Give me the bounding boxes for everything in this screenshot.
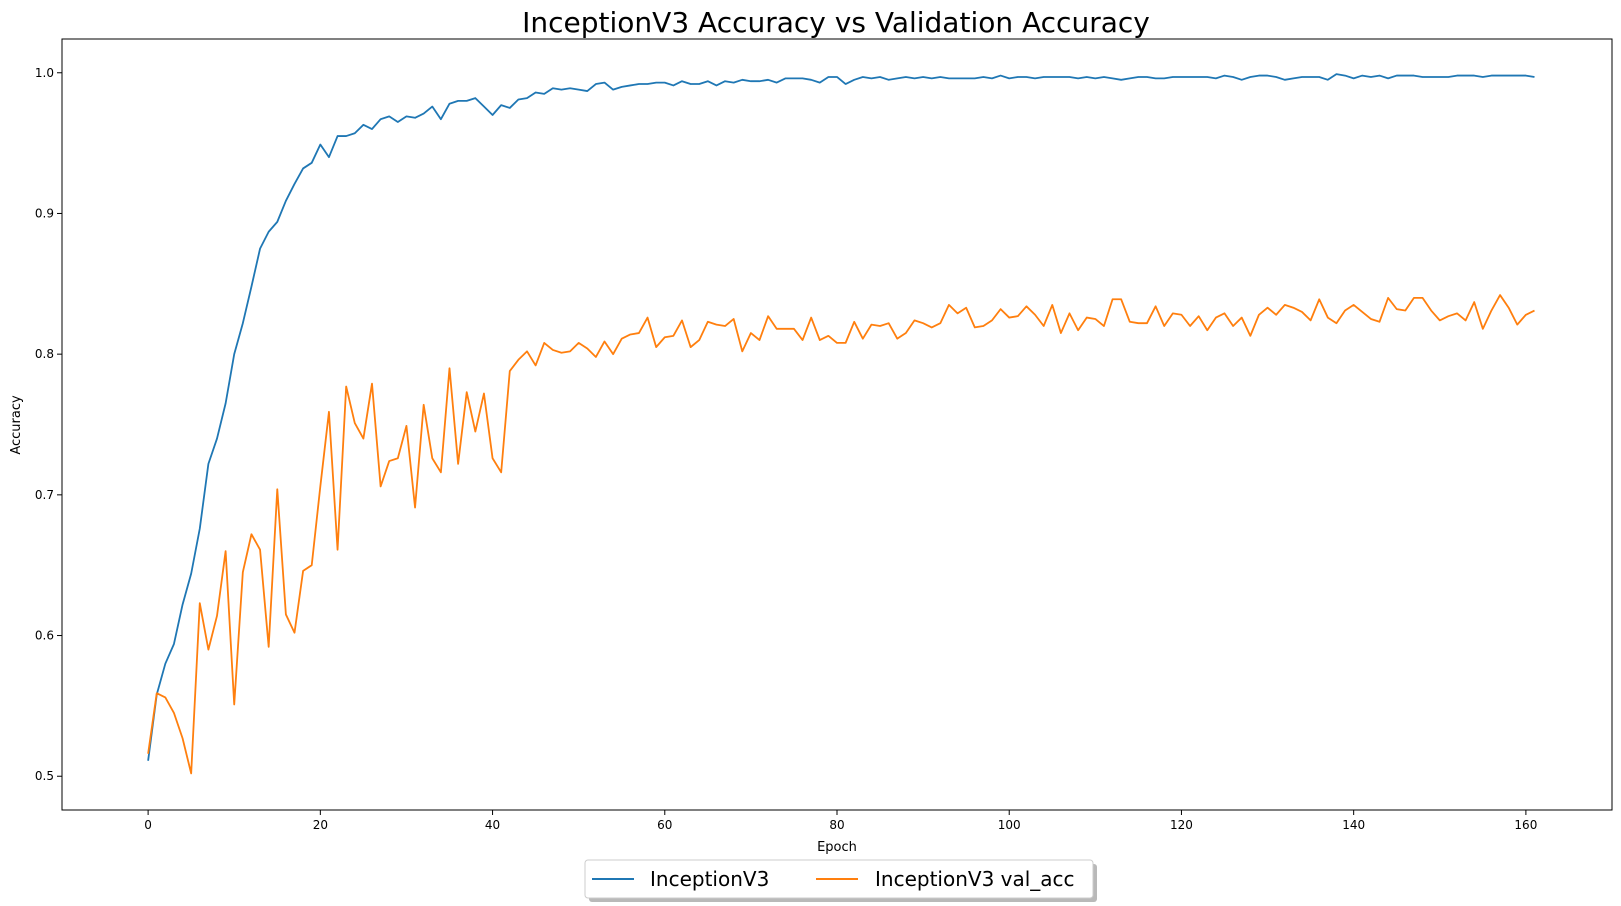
legend: InceptionV3 InceptionV3 val_acc [584,859,1097,902]
y-tick-label: 0.6 [35,629,54,643]
y-tick-label: 0.5 [35,769,54,783]
series-line-val-acc [147,294,1535,775]
plot-area-frame [61,38,1613,811]
x-tick-label: 0 [144,818,152,832]
y-tick-label: 0.8 [35,347,54,361]
x-axis-ticks: 0 20 40 60 80 100 120 140 160 [144,810,1537,832]
x-tick-label: 20 [313,818,328,832]
x-tick-label: 140 [1342,818,1365,832]
x-tick-label: 80 [829,818,844,832]
y-tick-label: 0.7 [35,488,54,502]
legend-label-inceptionv3: InceptionV3 [650,867,769,891]
y-tick-label: 0.9 [35,206,54,220]
x-tick-label: 160 [1514,818,1537,832]
x-tick-label: 40 [485,818,500,832]
chart-title: InceptionV3 Accuracy vs Validation Accur… [522,6,1150,39]
y-axis-ticks: 0.5 0.6 0.7 0.8 0.9 1.0 [35,66,62,783]
series-line-inceptionv3 [147,73,1535,761]
y-tick-label: 1.0 [35,66,54,80]
x-tick-label: 120 [1170,818,1193,832]
x-tick-label: 60 [657,818,672,832]
series-layer [147,73,1535,775]
y-axis-label: Accuracy [9,395,24,455]
x-axis-label: Epoch [817,840,857,855]
legend-label-val-acc: InceptionV3 val_acc [875,867,1075,891]
x-tick-label: 100 [998,818,1021,832]
